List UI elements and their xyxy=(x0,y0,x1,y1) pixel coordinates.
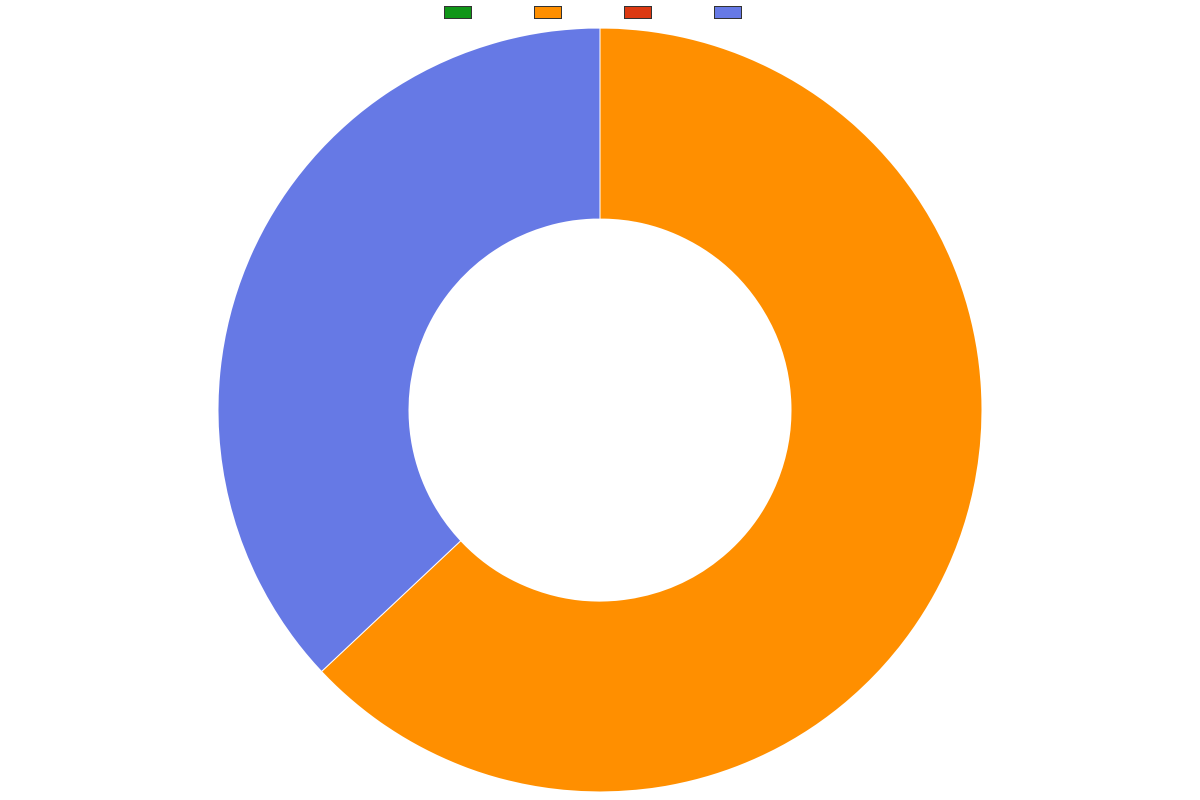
legend-item-2[interactable] xyxy=(624,6,666,19)
legend-swatch-1 xyxy=(534,6,562,19)
legend-item-1[interactable] xyxy=(534,6,576,19)
donut-chart xyxy=(214,24,986,796)
donut-slice-3[interactable] xyxy=(218,28,600,671)
legend-swatch-0 xyxy=(444,6,472,19)
legend xyxy=(444,6,756,19)
legend-swatch-3 xyxy=(714,6,742,19)
legend-item-0[interactable] xyxy=(444,6,486,19)
legend-swatch-2 xyxy=(624,6,652,19)
chart-stage xyxy=(0,0,1200,800)
legend-item-3[interactable] xyxy=(714,6,756,19)
